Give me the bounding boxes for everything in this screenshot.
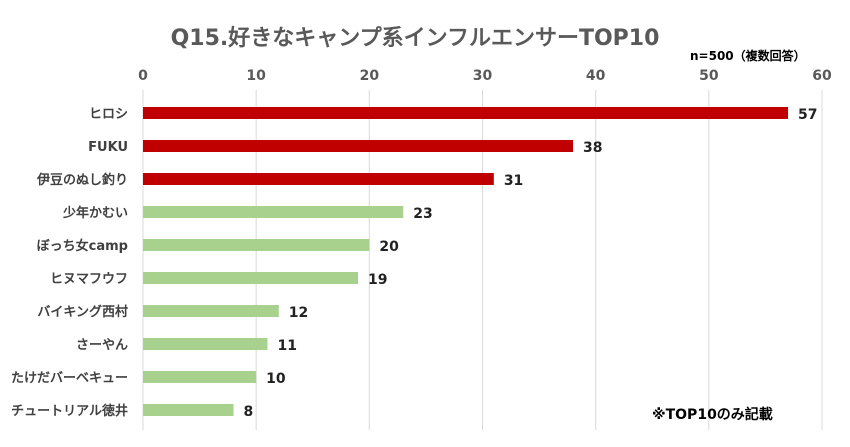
- bar: [143, 206, 404, 218]
- category-label: FUKU: [88, 140, 128, 155]
- category-label: ヒロシ: [89, 107, 128, 122]
- data-label: 20: [379, 239, 399, 255]
- bar: [143, 239, 370, 251]
- bar: [143, 404, 234, 416]
- bar: [143, 272, 359, 284]
- bar: [143, 107, 789, 119]
- data-label: 10: [266, 371, 286, 387]
- x-tick-label: 10: [246, 68, 266, 84]
- bar: [143, 371, 257, 383]
- chart-subtitle: n=500（複数回答）: [690, 49, 806, 63]
- x-tick-label: 0: [138, 68, 148, 84]
- bar: [143, 173, 494, 185]
- category-label: ぼっち女camp: [37, 238, 128, 254]
- chart-title: Q15.好きなキャンプ系インフルエンサーTOP10: [170, 26, 660, 51]
- category-label: チュートリアル徳井: [11, 403, 128, 419]
- bar: [143, 305, 279, 317]
- category-label: 少年かむい: [62, 205, 128, 221]
- data-label: 11: [277, 338, 296, 354]
- data-label: 12: [289, 305, 308, 321]
- x-tick-label: 30: [473, 68, 493, 84]
- data-label: 8: [244, 404, 254, 420]
- data-label: 23: [413, 206, 432, 222]
- bar: [143, 140, 574, 152]
- x-tick-label: 40: [586, 68, 606, 84]
- category-label: さーやん: [76, 338, 128, 353]
- data-label: 57: [798, 107, 817, 123]
- chart-note: ※TOP10のみ記載: [652, 407, 773, 423]
- category-label: 伊豆のぬし釣り: [36, 172, 128, 188]
- data-label: 19: [368, 272, 387, 288]
- x-tick-label: 60: [812, 68, 832, 84]
- category-label: たけだバーベキュー: [11, 371, 128, 386]
- category-label: ヒヌマフウフ: [50, 272, 128, 287]
- data-label: 31: [504, 173, 523, 189]
- data-label: 38: [583, 140, 602, 156]
- x-tick-label: 20: [360, 68, 380, 84]
- bar: [143, 338, 268, 350]
- category-label: バイキング西村: [37, 304, 128, 320]
- x-tick-label: 50: [699, 68, 719, 84]
